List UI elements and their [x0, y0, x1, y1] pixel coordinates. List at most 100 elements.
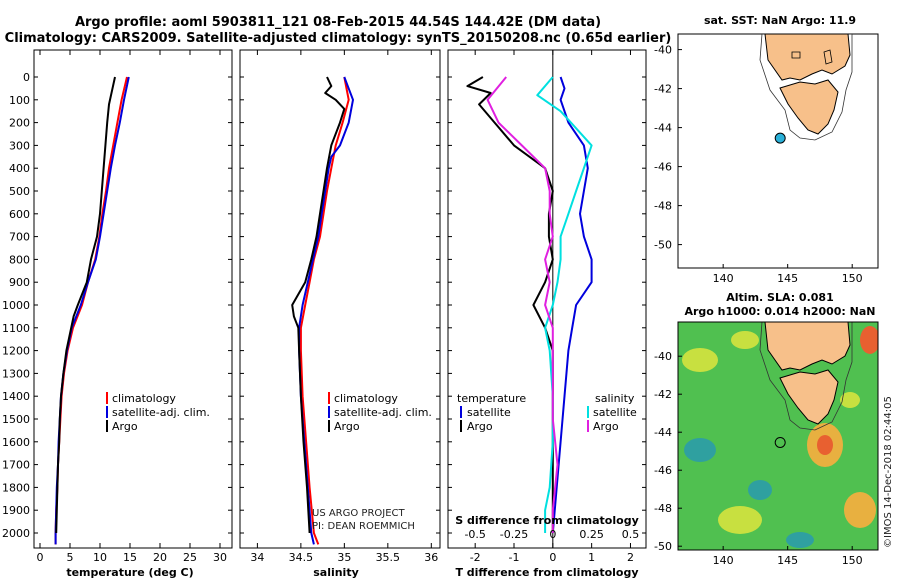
map-y-tick-label: -42	[654, 83, 672, 96]
depth-tick-label: 800	[9, 253, 30, 266]
sla-blob	[860, 326, 878, 354]
sst-map-ticks: 140 145 150 -40 -42 -44 -46 -48 -50	[654, 44, 863, 285]
sla-blob	[731, 331, 759, 349]
island	[823, 49, 833, 65]
x-tick-label: 10	[93, 551, 107, 564]
series-line-salinity-argo	[486, 76, 559, 533]
s-difference-label: S difference from climatology	[455, 514, 639, 527]
x-tick-label: 30	[213, 551, 227, 564]
depth-tick-label: 0	[23, 71, 30, 84]
mainland	[764, 34, 851, 81]
sla-map-title-2: Argo h1000: 0.014 h2000: NaN	[684, 305, 875, 318]
difference-ticks: -2 -1 0 1 2	[448, 50, 646, 564]
title-line-2: Climatology: CARS2009. Satellite-adjuste…	[5, 31, 672, 46]
tasmania	[779, 79, 839, 135]
x-tick-label: -2	[470, 551, 481, 564]
legend-climatology-label: climatology	[112, 392, 176, 405]
series-line-climatology	[54, 76, 128, 545]
sst-map: sat. SST: NaN Argo: 11.9 140 145 150 -40 -42…	[654, 14, 879, 285]
sst-map-title: sat. SST: NaN Argo: 11.9	[704, 14, 856, 27]
depth-tick-label: 400	[9, 162, 30, 175]
x-tick-label: 25	[183, 551, 197, 564]
depth-tick-label: 1500	[2, 413, 30, 426]
depth-tick-label: 900	[9, 276, 30, 289]
series-line-climatology	[299, 76, 350, 545]
sst-map-content	[759, 34, 853, 144]
s-tick-label: -0.25	[500, 528, 528, 541]
watermark: ©IMOS 14-Dec-2018 02:44:05	[883, 396, 894, 548]
legend-satellite-label: satellite-adj. clim.	[112, 406, 210, 419]
depth-tick-label: 100	[9, 94, 30, 107]
x-tick-label: 0	[37, 551, 44, 564]
series-line-argo	[291, 76, 346, 534]
sla-blob	[684, 438, 716, 462]
sla-contour	[759, 322, 853, 431]
sla-map-ticks: 140 145 150 -40 -42 -44 -46 -48 -50	[654, 350, 863, 567]
series-line-satellite-adj-clim-	[298, 76, 354, 545]
map-y-tick-label: -50	[654, 540, 672, 553]
t-difference-xlabel: T difference from climatology	[455, 566, 638, 579]
s-difference-ticks: -0.5 -0.25 0 0.25 0.5	[464, 528, 639, 541]
map-y-tick-label: -46	[654, 161, 672, 174]
mainland	[764, 322, 851, 371]
depth-axis: 0 100 200 300 400 500 600 700 800 900 1000 1100 1200…	[2, 71, 30, 540]
x-tick-label: 2	[627, 551, 634, 564]
series-line-satellite-adj-clim-	[54, 76, 130, 545]
sst-contour	[759, 34, 853, 141]
legend-sal-satellite-label: satellite	[593, 406, 637, 419]
depth-tick-label: 600	[9, 208, 30, 221]
map-x-tick-label: 145	[777, 272, 798, 285]
sla-map-title-1: Altim. SLA: 0.081	[726, 291, 833, 304]
depth-tick-label: 500	[9, 185, 30, 198]
s-tick-label: 0.5	[622, 528, 640, 541]
depth-tick-label: 1800	[2, 481, 30, 494]
sla-blob	[682, 348, 718, 372]
argo-float-marker	[774, 132, 786, 144]
island	[791, 51, 801, 59]
x-tick-label: 15	[123, 551, 137, 564]
legend-climatology-label: climatology	[334, 392, 398, 405]
x-tick-label: 1	[588, 551, 595, 564]
legend-argo-label: Argo	[334, 420, 360, 433]
legend-temp-argo-label: Argo	[467, 420, 493, 433]
map-x-tick-label: 150	[842, 554, 863, 567]
credit-project: US ARGO PROJECT	[312, 508, 406, 519]
depth-tick-label: 200	[9, 117, 30, 130]
credit-pi: PI: DEAN ROEMMICH	[312, 521, 415, 532]
tasmania	[779, 369, 839, 425]
x-tick-label: 35.5	[376, 551, 401, 564]
sla-map-content	[678, 322, 878, 550]
depth-tick-label: 700	[9, 231, 30, 244]
depth-tick-label: 1300	[2, 367, 30, 380]
map-y-tick-label: -48	[654, 200, 672, 213]
map-y-tick-label: -44	[654, 426, 672, 439]
map-y-tick-label: -48	[654, 502, 672, 515]
temperature-panel: 0100200300400500600700800900100011001200…	[2, 49, 233, 579]
sla-blob	[840, 392, 860, 408]
x-tick-label: 36	[424, 551, 438, 564]
legend-satellite-label: satellite-adj. clim.	[334, 406, 432, 419]
map-y-tick-label: -40	[654, 44, 672, 57]
depth-tick-label: 1700	[2, 459, 30, 472]
legend-sal-argo-label: Argo	[593, 420, 619, 433]
sla-blob	[817, 435, 833, 455]
sla-blob	[748, 480, 772, 500]
difference-lines	[466, 76, 593, 534]
argo-float-marker	[774, 436, 786, 448]
salinity-frame	[239, 49, 441, 549]
temperature-legend: climatology satellite-adj. clim. Argo	[106, 392, 210, 433]
s-tick-label: 0.25	[579, 528, 604, 541]
temperature-lines	[54, 76, 130, 545]
difference-legend-left: temperature satellite Argo	[457, 392, 526, 433]
depth-tick-label: 1000	[2, 299, 30, 312]
x-tick-label: 34.5	[289, 551, 314, 564]
series-line-temperature-argo	[466, 76, 554, 533]
salinity-panel: 34 34.5 35 35.5 36 salinity climatology sate…	[239, 49, 441, 579]
difference-panel: -2 -1 0 1 2 temperature satellite Argo salin…	[447, 49, 647, 579]
sla-map: Altim. SLA: 0.081 Argo h1000: 0.014 h200…	[654, 291, 879, 567]
x-tick-label: -1	[509, 551, 520, 564]
temperature-x-axis: 0 5 10 15 20 25 30	[34, 50, 232, 564]
salinity-ticks: 34 34.5 35 35.5 36	[240, 50, 440, 564]
map-x-tick-label: 140	[713, 272, 734, 285]
